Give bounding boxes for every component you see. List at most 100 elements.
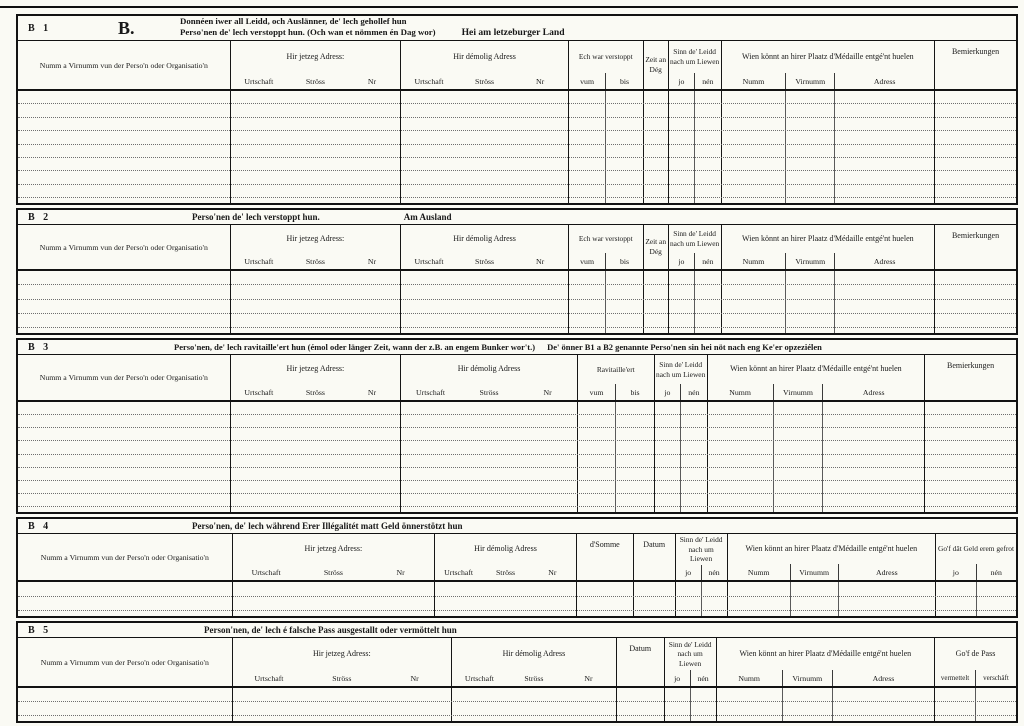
sublabel-urtschaft: Urtschaft bbox=[444, 567, 474, 577]
remarks-label: Bemierkungen bbox=[951, 231, 1000, 240]
body-col-former-address bbox=[401, 402, 578, 512]
b4-col-sum-header: d'Somme bbox=[577, 534, 634, 580]
sublabel-stross: Ströss bbox=[475, 256, 495, 266]
b1-col-hidden-header: Ech war verstoppt vum bis bbox=[569, 41, 644, 89]
former-address-label: Hir démolig Adress bbox=[453, 233, 516, 243]
b4-col-former-address-header: Hir démolig Adress Urtschaft Ströss Nr bbox=[435, 534, 577, 580]
body-col-alive bbox=[665, 688, 717, 721]
write-in-row bbox=[18, 171, 1016, 185]
alive-label: Sinn de' Leidd nach um Liewen bbox=[669, 47, 720, 66]
sublabel-bis: bis bbox=[605, 253, 642, 269]
form-title-location: Hei am letzeburger Land bbox=[461, 27, 565, 39]
body-col-current-address bbox=[233, 688, 453, 721]
column-divider bbox=[822, 402, 924, 512]
sublabel-nen: nén bbox=[700, 564, 727, 580]
form-letter: B. bbox=[118, 18, 135, 38]
body-col-sum bbox=[577, 582, 634, 616]
body-col-former-address bbox=[452, 688, 617, 721]
column-divider bbox=[689, 688, 716, 721]
body-col-pass bbox=[935, 688, 1016, 721]
yesno-sublabels: jo nén bbox=[655, 384, 707, 400]
sublabel-jo: jo bbox=[678, 76, 685, 86]
column-divider bbox=[615, 402, 653, 512]
body-col-current-address bbox=[231, 91, 402, 203]
period-sublabels: vum bis bbox=[569, 73, 643, 89]
body-col-medal bbox=[728, 582, 937, 616]
sublabel-bis: bis bbox=[615, 384, 653, 400]
sublabel-stross: Ströss bbox=[305, 256, 325, 266]
medal-label: Wien könnt an hirer Plaatz d'Médaille en… bbox=[730, 364, 902, 374]
medal-label: Wien könnt an hirer Plaatz d'Médaille en… bbox=[739, 648, 912, 658]
b2-col-former-address-header: Hir démolig Adress Urtschaft Ströss Nr bbox=[401, 225, 569, 269]
address-sublabels: Urtschaft Ströss Nr bbox=[401, 253, 568, 269]
medal-sublabels: Numm Virnumm Adress bbox=[722, 253, 935, 269]
sublabel-numm: Numm bbox=[742, 256, 765, 266]
yesno-sublabels: jo nén bbox=[936, 564, 1016, 580]
section-b2-title-row: B 2 Perso'nen de' lech verstoppt hun. Am… bbox=[18, 210, 1016, 225]
medal-label: Wien könnt an hirer Plaatz d'Médaille en… bbox=[742, 51, 914, 61]
column-divider bbox=[680, 402, 706, 512]
name-column-label: Numm a Virnumm vun der Perso'n oder Orga… bbox=[40, 552, 209, 562]
b5-write-in-rows bbox=[18, 688, 1016, 716]
body-col-current-address bbox=[231, 402, 402, 512]
period-sublabels: vum bis bbox=[578, 384, 654, 400]
section-b2-title: Perso'nen de' lech verstoppt hun. bbox=[192, 212, 320, 222]
days-label: Zeit an Dég bbox=[645, 55, 667, 74]
sublabel-nr: Nr bbox=[543, 387, 552, 397]
section-b5-id: B 5 bbox=[28, 624, 52, 636]
column-divider bbox=[781, 688, 832, 721]
sublabel-nr: Nr bbox=[548, 567, 557, 577]
b1-write-in-rows bbox=[18, 91, 1016, 198]
current-address-label: Hir jetzeg Adress: bbox=[312, 648, 371, 658]
sublabel-stross: Ströss bbox=[323, 567, 343, 577]
body-col-name bbox=[18, 582, 233, 616]
scan-edge-line bbox=[0, 6, 1018, 8]
b4-col-medal-header: Wien könnt an hirer Plaatz d'Médaille en… bbox=[728, 534, 937, 580]
write-in-row bbox=[18, 597, 1016, 611]
sublabel-urtschaft: Urtschaft bbox=[244, 387, 274, 397]
sublabel-urtschaft: Urtschaft bbox=[244, 256, 274, 266]
column-divider bbox=[694, 91, 720, 203]
pass-sublabels: vermettelt verschäft bbox=[935, 670, 1016, 686]
b2-body-columns bbox=[18, 271, 1016, 333]
b5-ruled-body bbox=[18, 688, 1016, 721]
section-b3-title-row: B 3 Perso'nen, de' lech ravitaille'ert h… bbox=[18, 340, 1016, 355]
body-col-alive bbox=[676, 582, 728, 616]
yesno-sublabels: jo nén bbox=[676, 564, 727, 580]
sublabel-jo: jo bbox=[685, 567, 692, 577]
write-in-row bbox=[18, 415, 1016, 429]
medal-label: Wien könnt an hirer Plaatz d'Médaille en… bbox=[745, 543, 918, 553]
b5-col-pass-header: Go'f de Pass vermettelt verschäft bbox=[935, 638, 1016, 686]
alive-label: Sinn de' Leidd nach um Liewen bbox=[656, 359, 706, 379]
remarks-label: Bemierkungen bbox=[951, 47, 1000, 56]
body-col-name bbox=[18, 402, 231, 512]
body-col-money-returned bbox=[936, 582, 1016, 616]
write-in-row bbox=[18, 582, 1016, 597]
sublabel-jo: jo bbox=[674, 673, 681, 683]
sublabel-urtschaft: Urtschaft bbox=[254, 673, 284, 683]
write-in-row bbox=[18, 285, 1016, 300]
section-b1-title-row: B 1 B. Donnéen iwer all Leidd, och Auslä… bbox=[18, 16, 1016, 41]
b1-header-row: Numm a Virnumm vun der Perso'n oder Orga… bbox=[18, 41, 1016, 91]
medal-sublabels: Numm Virnumm Adress bbox=[708, 384, 925, 400]
body-col-days bbox=[644, 91, 669, 203]
write-in-row bbox=[18, 145, 1016, 158]
sublabel-urtschaft: Urtschaft bbox=[464, 673, 494, 683]
sublabel-virnumm: Virnumm bbox=[785, 253, 834, 269]
sublabel-adress: Adress bbox=[834, 253, 934, 269]
name-column-label: Numm a Virnumm vun der Perso'n oder Orga… bbox=[40, 657, 209, 667]
sublabel-jo: jo bbox=[678, 256, 685, 266]
section-b5-title: Person'nen, de' lech é falsche Pass ausg… bbox=[204, 625, 457, 635]
b1-col-name-header: Numm a Virnumm vun der Perso'n oder Orga… bbox=[18, 41, 231, 89]
sublabel-stross: Ströss bbox=[479, 387, 499, 397]
sublabel-nr: Nr bbox=[396, 567, 405, 577]
yesno-sublabels: jo nén bbox=[669, 253, 721, 269]
form-title-line2: Perso'nen de' lech verstoppt hun. (Och w… bbox=[180, 27, 436, 38]
yesno-sublabels: jo nén bbox=[669, 73, 721, 89]
b1-col-days-header: Zeit an Dég bbox=[644, 41, 669, 89]
b3-write-in-rows bbox=[18, 402, 1016, 507]
form-title-line2-row: Perso'nen de' lech verstoppt hun. (Och w… bbox=[180, 27, 565, 39]
current-address-label: Hir jetzeg Adress: bbox=[286, 233, 345, 243]
sublabel-virnumm: Virnumm bbox=[781, 670, 832, 686]
date-label: Datum bbox=[629, 644, 652, 653]
